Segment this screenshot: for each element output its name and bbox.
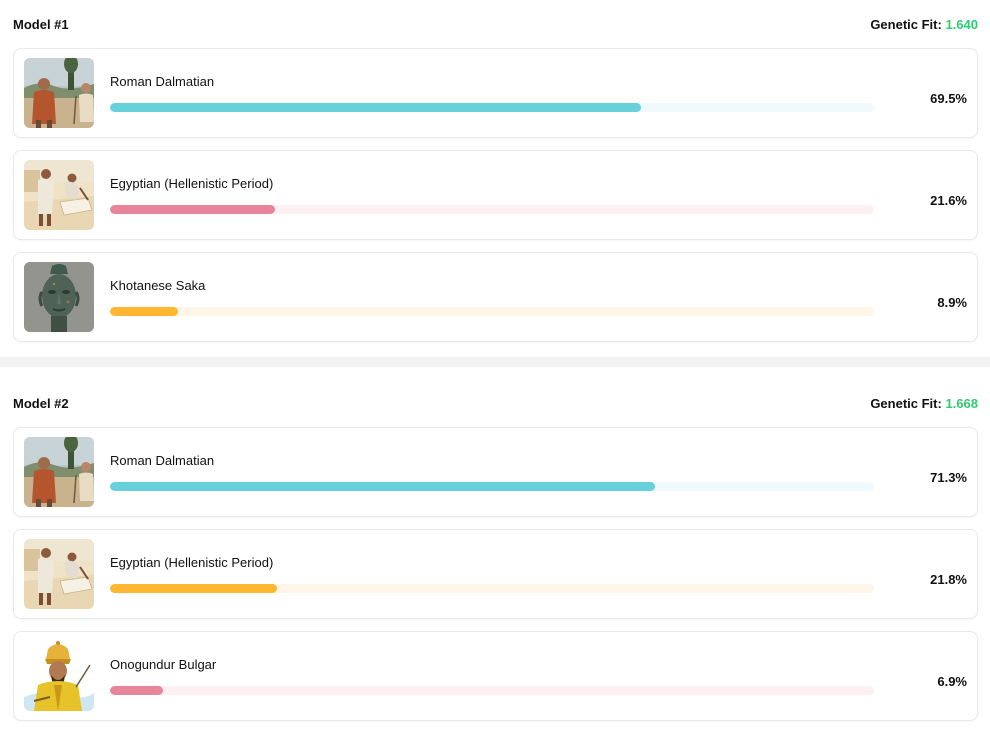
roman-dalmatian-thumb <box>24 58 94 128</box>
genetic-fit: Genetic Fit: 1.640 <box>870 17 978 32</box>
percentage-bar-fill <box>110 584 277 593</box>
percentage-bar-fill <box>110 307 178 316</box>
population-info: Onogundur Bulgar <box>110 657 874 695</box>
population-percent: 21.8% <box>930 571 967 587</box>
onogundur-bulgar-thumb <box>24 641 94 711</box>
roman-dalmatian-thumb <box>24 437 94 507</box>
model-title: Model #2 <box>13 395 69 411</box>
population-name: Roman Dalmatian <box>110 453 215 468</box>
population-info: Roman Dalmatian <box>110 453 874 491</box>
population-percent: 6.9% <box>937 673 967 689</box>
percentage-bar-track <box>110 584 874 593</box>
model-title: Model #1 <box>13 16 69 32</box>
percentage-bar-track <box>110 307 874 316</box>
model-section: Model #2 Genetic Fit: 1.668 Roman Dalmat… <box>0 379 990 721</box>
percentage-bar-fill <box>110 482 655 491</box>
percentage-bar-track <box>110 103 874 112</box>
genetic-fit-label: Genetic Fit: <box>870 395 942 411</box>
egyptian-hellenistic-thumb <box>24 539 94 609</box>
percentage-bar-track <box>110 482 874 491</box>
population-card[interactable]: Egyptian (Hellenistic Period) 21.8% <box>13 529 978 619</box>
admixture-results: Model #1 Genetic Fit: 1.640 Roman Dalmat… <box>0 0 990 721</box>
genetic-fit-value: 1.668 <box>945 395 978 411</box>
population-info: Khotanese Saka <box>110 278 874 316</box>
population-card[interactable]: Onogundur Bulgar 6.9% <box>13 631 978 721</box>
model-header: Model #2 Genetic Fit: 1.668 <box>0 379 990 427</box>
population-info: Egyptian (Hellenistic Period) <box>110 176 874 214</box>
percentage-bar-track <box>110 205 874 214</box>
model-section: Model #1 Genetic Fit: 1.640 Roman Dalmat… <box>0 0 990 342</box>
population-percent: 71.3% <box>930 469 967 485</box>
percentage-bar-fill <box>110 686 163 695</box>
model-header: Model #1 Genetic Fit: 1.640 <box>0 0 990 48</box>
population-info: Egyptian (Hellenistic Period) <box>110 555 874 593</box>
population-name: Egyptian (Hellenistic Period) <box>110 176 274 191</box>
population-name: Khotanese Saka <box>110 278 206 293</box>
population-card[interactable]: Roman Dalmatian 71.3% <box>13 427 978 517</box>
genetic-fit-label: Genetic Fit: <box>870 16 942 32</box>
genetic-fit: Genetic Fit: 1.668 <box>870 396 978 411</box>
genetic-fit-value: 1.640 <box>945 16 978 32</box>
khotanese-saka-thumb <box>24 262 94 332</box>
population-name: Roman Dalmatian <box>110 74 215 89</box>
population-percent: 69.5% <box>930 90 967 106</box>
population-percent: 8.9% <box>937 294 967 310</box>
population-card[interactable]: Khotanese Saka 8.9% <box>13 252 978 342</box>
percentage-bar-fill <box>110 205 276 214</box>
population-name: Egyptian (Hellenistic Period) <box>110 555 274 570</box>
population-percent: 21.6% <box>930 192 967 208</box>
population-card[interactable]: Roman Dalmatian 69.5% <box>13 48 978 138</box>
population-name: Onogundur Bulgar <box>110 657 217 672</box>
population-card[interactable]: Egyptian (Hellenistic Period) 21.6% <box>13 150 978 240</box>
percentage-bar-fill <box>110 103 641 112</box>
population-info: Roman Dalmatian <box>110 74 874 112</box>
egyptian-hellenistic-thumb <box>24 160 94 230</box>
percentage-bar-track <box>110 686 874 695</box>
section-divider <box>0 357 990 367</box>
